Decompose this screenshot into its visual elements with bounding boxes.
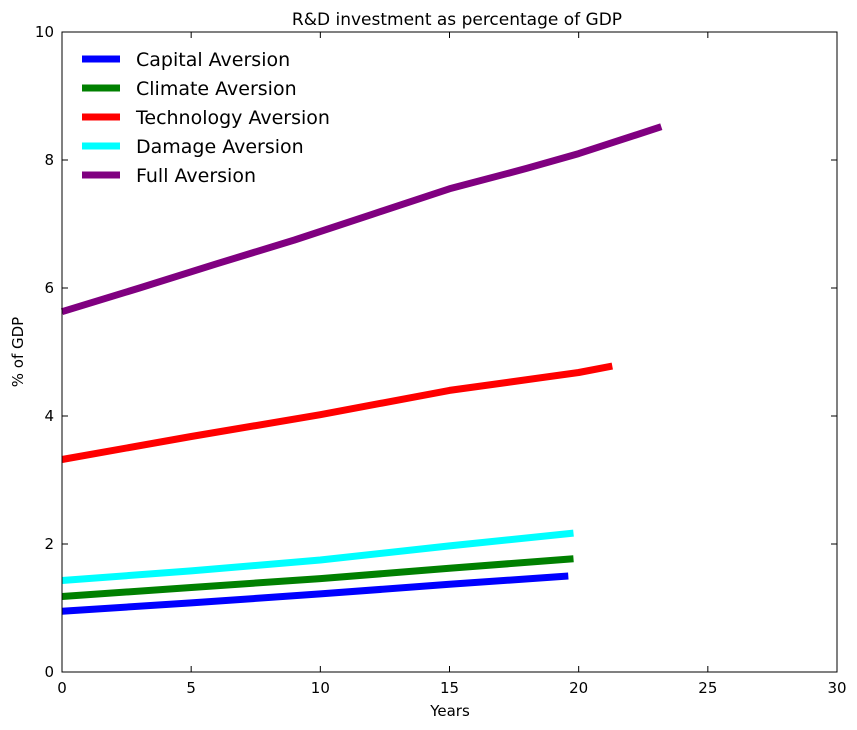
legend-label-capital-aversion: Capital Aversion	[136, 49, 290, 71]
series-line-full-aversion	[60, 123, 663, 316]
legend-label-full-aversion: Full Aversion	[136, 165, 256, 187]
y-tick-label: 6	[44, 279, 54, 297]
legend-label-climate-aversion: Climate Aversion	[136, 78, 297, 100]
x-tick-label: 0	[57, 679, 67, 697]
legend-label-technology-aversion: Technology Aversion	[135, 107, 330, 129]
series-line-capital-aversion	[61, 572, 569, 615]
series-line-damage-aversion	[61, 529, 574, 584]
legend: Capital Aversion Climate Aversion Technolo…	[82, 49, 330, 187]
x-axis-label: Years	[429, 702, 470, 720]
chart-title: R&D investment as percentage of GDP	[292, 10, 622, 30]
y-axis-ticks: 0 2 4 6 8 10	[35, 23, 837, 681]
x-tick-label: 20	[569, 679, 588, 697]
x-tick-label: 25	[698, 679, 717, 697]
y-tick-label: 10	[35, 23, 54, 41]
y-axis-label: % of GDP	[9, 317, 27, 387]
series-line-technology-aversion	[61, 362, 613, 463]
y-tick-label: 4	[44, 407, 54, 425]
plot-area	[60, 31, 838, 673]
legend-label-damage-aversion: Damage Aversion	[136, 136, 304, 158]
y-tick-label: 0	[44, 663, 54, 681]
x-tick-label: 10	[311, 679, 330, 697]
x-axis-ticks: 0 5 10 15 20 25 30	[57, 32, 847, 697]
y-tick-label: 2	[44, 535, 54, 553]
series-line-climate-aversion	[61, 555, 574, 600]
x-tick-label: 15	[440, 679, 459, 697]
y-tick-label: 8	[44, 151, 54, 169]
x-tick-label: 5	[186, 679, 196, 697]
series-lines	[60, 123, 663, 615]
x-tick-label: 30	[827, 679, 846, 697]
